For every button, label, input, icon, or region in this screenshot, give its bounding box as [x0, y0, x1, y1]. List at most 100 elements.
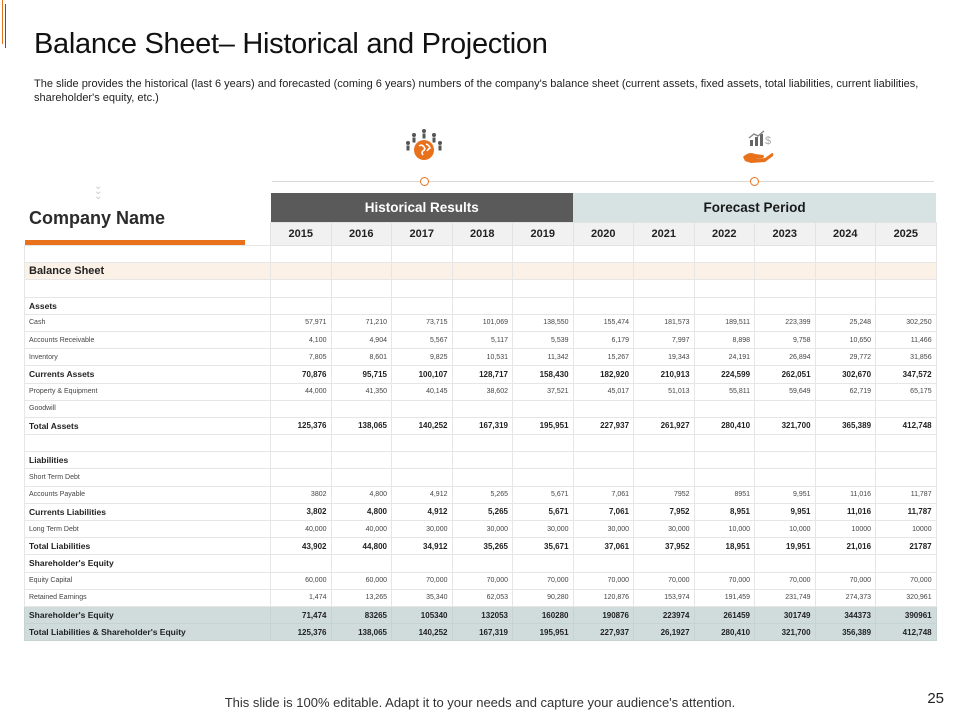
- value-cell: 38,602: [451, 382, 513, 401]
- value-cell: 191,459: [693, 588, 756, 607]
- value-cell: [693, 279, 756, 298]
- value-cell: 60,000: [270, 571, 332, 590]
- value-cell: [391, 279, 453, 298]
- value-cell: 224,599: [693, 365, 756, 384]
- value-cell: 70,000: [572, 571, 635, 590]
- value-cell: 155,474: [572, 313, 635, 332]
- value-cell: 90,280: [512, 588, 574, 607]
- value-cell: 280,410: [693, 623, 756, 642]
- year-header: 2018: [451, 222, 513, 246]
- row-label: Shareholder's Equity: [24, 554, 181, 573]
- year-header: 2019: [512, 222, 574, 246]
- value-cell: [512, 262, 574, 281]
- value-cell: 223,399: [754, 313, 816, 332]
- value-cell: [391, 434, 453, 453]
- value-cell: 9,951: [754, 502, 816, 522]
- value-cell: [270, 468, 332, 487]
- value-cell: [451, 279, 513, 298]
- value-cell: [693, 296, 756, 315]
- value-cell: 59,649: [754, 382, 816, 401]
- value-cell: 11,016: [814, 502, 877, 522]
- year-header: 2023: [754, 222, 816, 246]
- value-cell: 9,825: [391, 348, 453, 367]
- value-cell: 1,474: [270, 588, 332, 607]
- value-cell: [512, 279, 574, 298]
- row-label: Total Assets: [24, 416, 181, 436]
- value-cell: 125,376: [270, 623, 332, 642]
- year-header: 2015: [270, 222, 332, 246]
- value-cell: 26,1927: [633, 623, 695, 642]
- value-cell: [572, 434, 635, 453]
- value-cell: 8951: [693, 485, 756, 504]
- value-cell: 105340: [391, 605, 453, 625]
- value-cell: [754, 262, 816, 281]
- value-cell: [330, 262, 392, 281]
- value-cell: [754, 554, 816, 573]
- row-label: [24, 244, 181, 264]
- value-cell: 8,951: [693, 502, 756, 522]
- value-cell: [633, 434, 695, 453]
- value-cell: [391, 468, 453, 487]
- value-cell: [270, 244, 332, 264]
- value-cell: 5,117: [451, 330, 513, 350]
- value-cell: 3802: [270, 485, 332, 504]
- value-cell: [693, 244, 756, 264]
- value-cell: 55,811: [693, 382, 756, 401]
- value-cell: 167,319: [451, 623, 513, 642]
- table-row: Short Term Debt: [24, 468, 937, 487]
- value-cell: 24,191: [693, 348, 756, 367]
- value-cell: 45,017: [572, 382, 635, 401]
- value-cell: [391, 296, 453, 315]
- chevron-down-icon: ⌄ ⌄ ⌄: [94, 181, 103, 202]
- spacer-row: [24, 434, 937, 453]
- value-cell: 4,800: [330, 485, 392, 504]
- row-label: [24, 434, 181, 453]
- value-cell: 37,521: [512, 382, 574, 401]
- value-cell: 37,061: [572, 537, 635, 556]
- value-cell: [512, 434, 574, 453]
- table-row: Assets: [24, 296, 937, 315]
- table-row: Shareholder's Equity: [24, 554, 937, 573]
- value-cell: 10,531: [451, 348, 513, 367]
- value-cell: 10,650: [814, 330, 877, 350]
- row-label: Accounts Payable: [24, 485, 181, 504]
- value-cell: 320,961: [875, 588, 937, 607]
- value-cell: 83265: [330, 605, 392, 625]
- row-label: Liabilities: [24, 451, 181, 470]
- value-cell: [875, 554, 937, 573]
- table-row: Currents Assets 70,876 95,715 100,107 128,71…: [24, 365, 937, 384]
- value-cell: 365,389: [814, 416, 877, 436]
- value-cell: 41,350: [330, 382, 392, 401]
- value-cell: [512, 296, 574, 315]
- table-row: Retained Earnings 1,474 13,265 35,340 62,053…: [24, 588, 937, 607]
- value-cell: [633, 262, 695, 281]
- value-cell: [814, 296, 877, 315]
- year-header: 2022: [693, 222, 756, 246]
- value-cell: 412,748: [875, 416, 937, 436]
- value-cell: [875, 296, 937, 315]
- value-cell: 4,904: [330, 330, 392, 350]
- slide-subtitle: The slide provides the historical (last …: [34, 78, 919, 104]
- row-label: Total Liabilities & Shareholder's Equity: [24, 623, 271, 642]
- value-cell: [391, 262, 453, 281]
- value-cell: [754, 468, 816, 487]
- value-cell: 189,511: [693, 313, 756, 332]
- value-cell: 30,000: [572, 519, 635, 539]
- value-cell: 7,997: [633, 330, 695, 350]
- historical-timeline-dot: [420, 177, 429, 186]
- value-cell: [270, 399, 332, 418]
- value-cell: 227,937: [572, 416, 635, 436]
- value-cell: [875, 399, 937, 418]
- value-cell: [875, 451, 937, 470]
- value-cell: 231,749: [754, 588, 816, 607]
- value-cell: [633, 554, 695, 573]
- value-cell: [572, 554, 635, 573]
- value-cell: [814, 451, 877, 470]
- value-cell: 60,000: [330, 571, 392, 590]
- value-cell: 35,671: [512, 537, 574, 556]
- value-cell: [572, 296, 635, 315]
- row-label: Accounts Receivable: [24, 330, 181, 350]
- table-row: Long Term Debt 40,000 40,000 30,000 30,000 30…: [24, 519, 937, 539]
- table-row: Total Liabilities 43,902 44,800 34,912 35,26…: [24, 537, 937, 556]
- value-cell: 5,265: [451, 485, 513, 504]
